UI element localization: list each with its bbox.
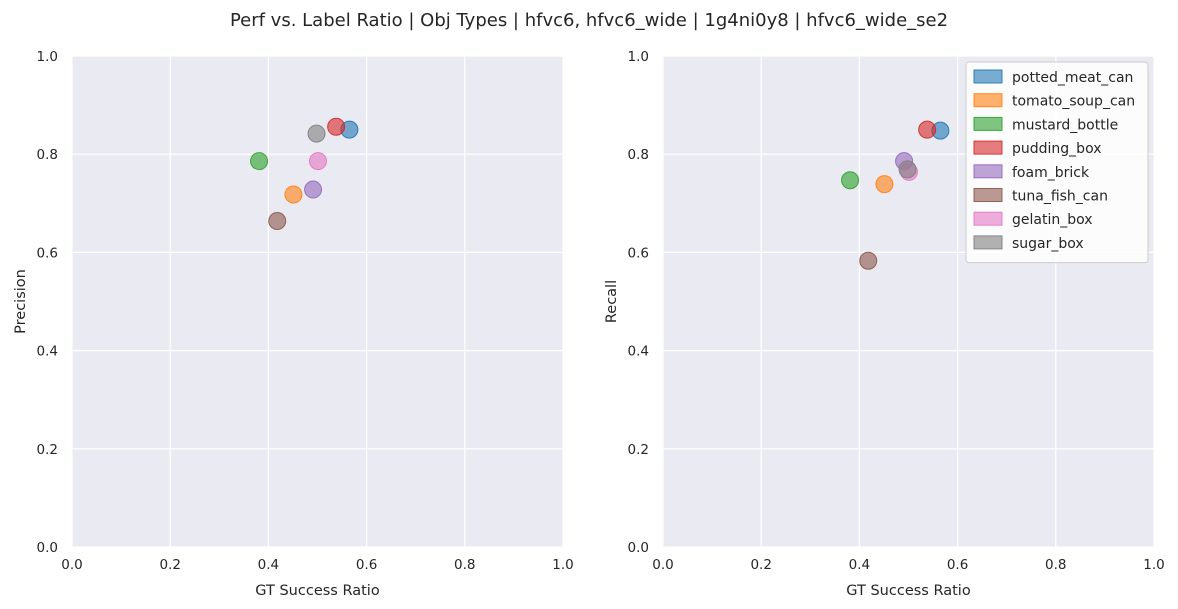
legend-label-foam-brick: foam_brick [1012,165,1090,181]
y-tick-label: 0.2 [628,442,649,458]
scatter-point-mustard-bottle [841,171,860,190]
scatter-point-tomato-soup-can [284,185,303,204]
scatter-point-tuna-fish-can [859,251,878,270]
x-tick-label: 0.8 [1045,557,1066,573]
y-tick-label: 0.0 [628,540,649,556]
scatter-point-sugar-box [898,160,917,179]
y-tick-label: 0.2 [37,442,58,458]
legend-label-tomato-soup-can: tomato_soup_can [1012,94,1135,110]
x-tick-label: 0.2 [750,557,771,573]
x-tick-label: 0.0 [652,557,673,573]
x-tick-label: 1.0 [1143,557,1164,573]
x-axis-label: GT Success Ratio [255,583,380,599]
scatter-point-pudding-box [327,117,346,136]
recall-plot: 0.0 0.2 0.4 0.6 0.8 1.0 0.0 0.2 0.4 0.6 0.8 1.0 GT S… [604,49,1165,599]
precision-plot: 0.0 0.2 0.4 0.6 0.8 1.0 0.0 0.2 0.4 0.6 0.8 1.0 GT S… [13,49,574,599]
x-tick-label: 0.4 [849,557,870,573]
legend-swatch-tuna-fish-can [973,188,1003,202]
y-tick-label: 0.6 [628,245,649,261]
legend-label-tuna-fish-can: tuna_fish_can [1012,189,1108,205]
scatter-point-sugar-box [307,124,326,143]
legend-swatch-foam-brick [973,164,1003,179]
x-tick-label: 0.6 [947,557,968,573]
x-tick-label: 0.6 [356,557,377,573]
x-tick-label: 1.0 [552,557,573,573]
scatter-point-foam-brick [304,180,323,199]
figure-title: Perf vs. Label Ratio | Obj Types | hfvc6… [229,10,949,31]
x-tick-label: 0.8 [454,557,475,573]
x-tick-label: 0.2 [159,557,180,573]
scatter-point-gelatin-box [308,152,327,171]
legend-swatch-mustard-bottle [973,116,1003,131]
x-axis-label: GT Success Ratio [846,583,971,599]
legend-swatch-pudding-box [973,140,1003,155]
legend-swatch-gelatin-box [973,211,1003,226]
legend-label-sugar-box: sugar_box [1012,236,1084,252]
y-axis-label: Precision [13,269,29,334]
legend-swatch-sugar-box [973,235,1003,250]
y-tick-label: 0.6 [37,245,58,261]
legend-box [965,61,1149,264]
legend-swatch-tomato-soup-can [973,93,1003,108]
scatter-point-mustard-bottle [250,152,269,171]
x-tick-label: 0.0 [61,557,82,573]
y-tick-label: 0.8 [628,147,649,163]
y-tick-label: 0.4 [37,344,58,360]
scatter-point-tomato-soup-can [875,175,894,194]
legend-label-pudding-box: pudding_box [1012,141,1102,157]
y-tick-label: 0.0 [37,540,58,556]
legend-label-potted-meat-can: potted_meat_can [1012,70,1133,86]
scatter-point-pudding-box [918,120,937,139]
y-tick-label: 1.0 [37,49,58,65]
legend: potted_meat_can tomato_soup_can mustard_bo… [965,61,1149,264]
legend-label-gelatin-box: gelatin_box [1012,212,1093,228]
y-tick-label: 1.0 [628,49,649,65]
y-tick-label: 0.4 [628,344,649,360]
y-tick-label: 0.8 [37,147,58,163]
legend-label-mustard-bottle: mustard_bottle [1012,117,1118,133]
x-tick-label: 0.4 [258,557,279,573]
scatter-point-tuna-fish-can [268,211,287,230]
legend-swatch-potted-meat-can [973,69,1003,84]
y-axis-label: Recall [604,280,620,323]
